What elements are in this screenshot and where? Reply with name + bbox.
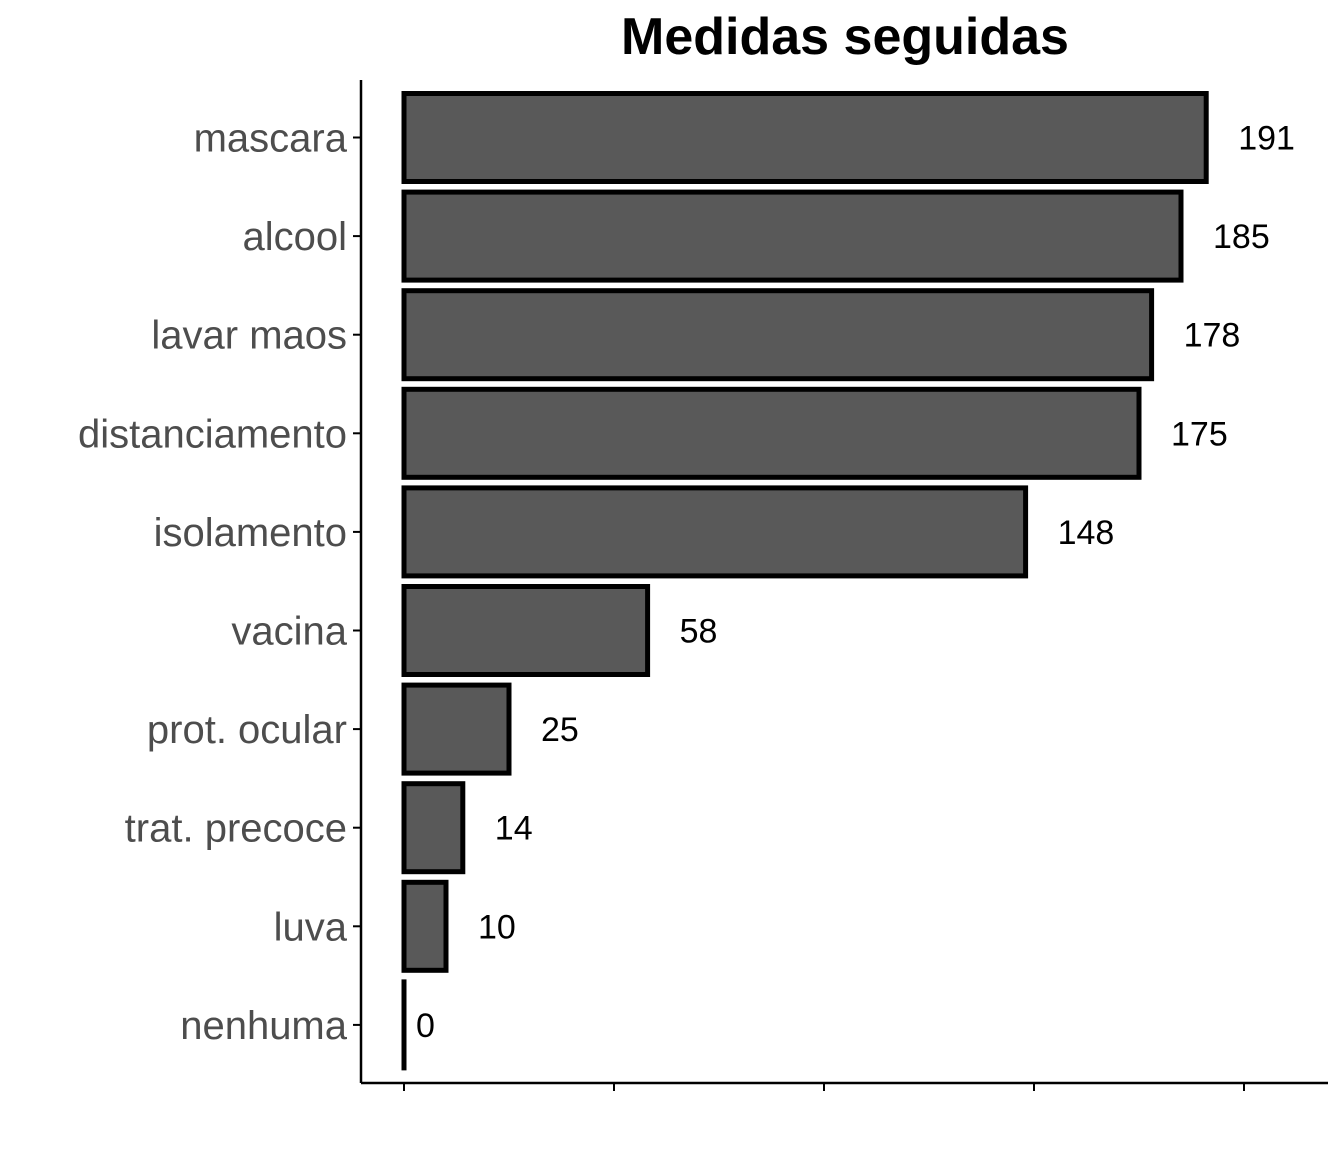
bar: [401, 682, 512, 776]
y-tick-label: vacina: [231, 610, 347, 654]
data-label: 175: [1171, 415, 1228, 453]
bar: [401, 584, 651, 677]
y-tick-label: distanciamento: [78, 412, 347, 456]
y-tick-label: nenhuma: [180, 1004, 348, 1048]
data-label: 178: [1184, 317, 1241, 355]
bar: [401, 386, 1142, 480]
bars-layer: 191 185 178 175 148 58 25 14 10 0: [401, 91, 1295, 1071]
bar: [401, 879, 449, 973]
y-tick-label: mascara: [194, 117, 348, 161]
data-label: 185: [1213, 218, 1270, 256]
bar: [401, 189, 1184, 283]
bar: [401, 781, 466, 875]
bar: [401, 288, 1155, 382]
data-label: 25: [541, 711, 579, 749]
data-label: 10: [478, 908, 516, 946]
chart-title: Medidas seguidas: [621, 8, 1069, 66]
axes-layer: mascara alcool lavar maos distanciamento iso…: [78, 80, 1328, 1091]
data-label: 191: [1238, 120, 1295, 158]
y-tick-label: lavar maos: [151, 314, 347, 358]
y-tick-label: isolamento: [154, 511, 347, 555]
data-label: 148: [1058, 514, 1115, 552]
data-label: 58: [680, 613, 718, 651]
y-tick-label: prot. ocular: [147, 708, 347, 752]
y-tick-label: trat. precoce: [125, 807, 347, 851]
y-tick-label: luva: [274, 905, 348, 949]
data-label: 0: [416, 1007, 435, 1045]
bar: [401, 485, 1029, 579]
data-label: 14: [495, 810, 533, 848]
y-tick-label: alcool: [242, 215, 347, 259]
bar: [401, 91, 1209, 184]
